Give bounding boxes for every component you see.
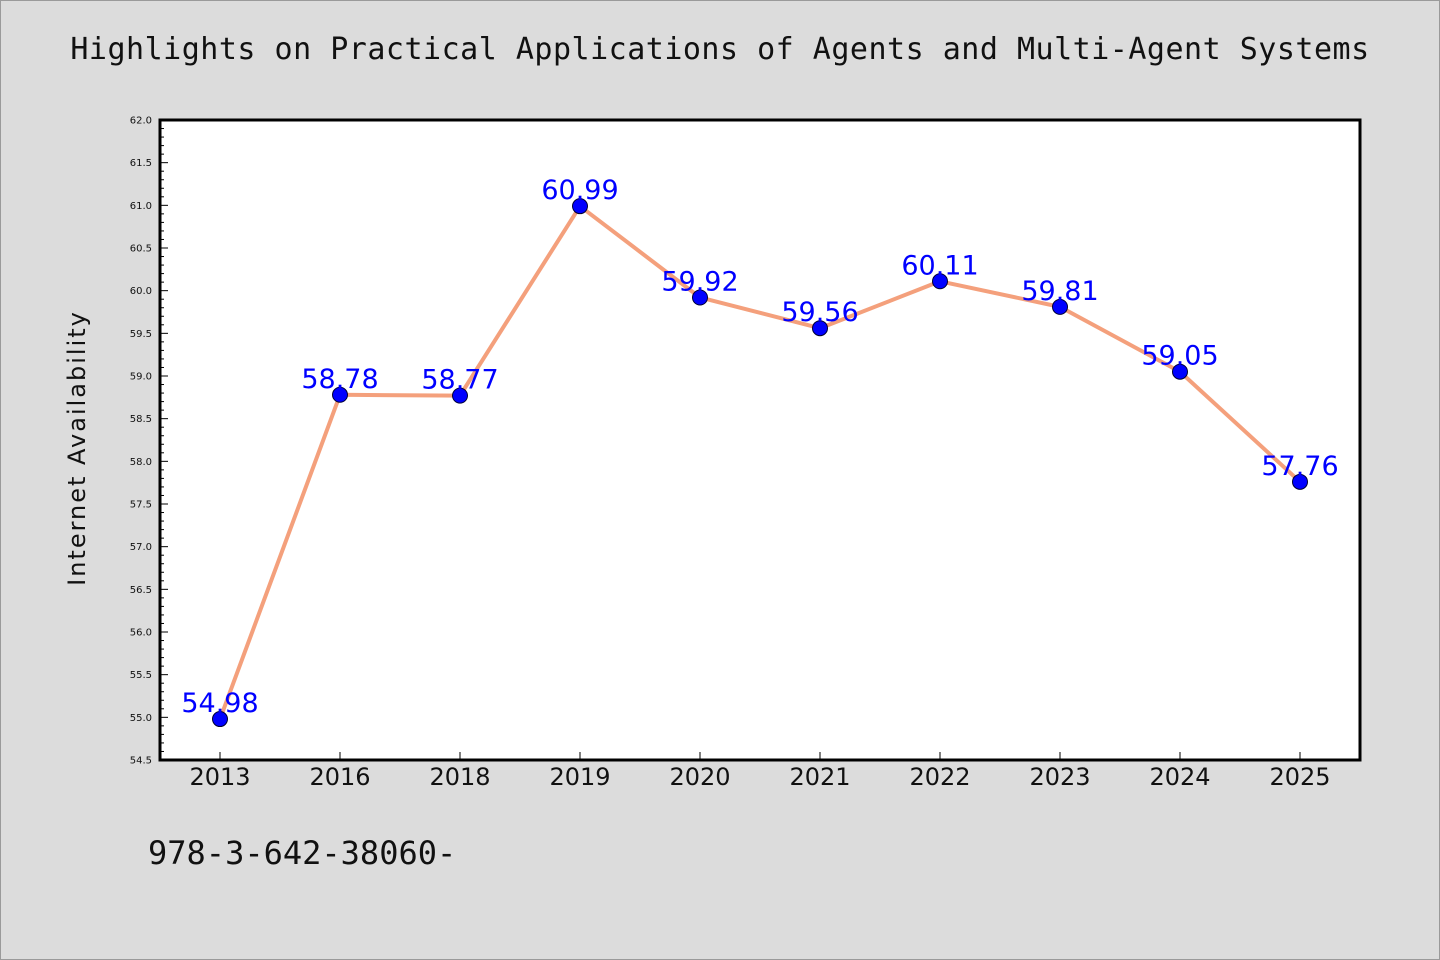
data-point — [1292, 473, 1308, 490]
x-tick-label: 2019 — [549, 763, 610, 791]
data-point — [332, 386, 348, 403]
data-point — [572, 198, 588, 215]
data-label: 58.77 — [421, 365, 498, 396]
y-tick-label: 58.5 — [130, 414, 152, 425]
y-tick-label: 62.0 — [130, 116, 152, 127]
x-tick-label: 2021 — [789, 763, 850, 791]
footer-isbn: 978-3-642-38060- — [148, 834, 457, 872]
data-point — [212, 711, 228, 728]
data-point — [812, 320, 828, 337]
data-label: 60.99 — [541, 175, 618, 206]
x-tick-label: 2022 — [909, 763, 970, 791]
data-point — [932, 273, 948, 290]
x-tick-label: 2013 — [189, 763, 250, 791]
y-tick-label: 58.0 — [130, 457, 152, 468]
y-tick-label: 56.5 — [130, 585, 152, 596]
series-line — [218, 204, 1302, 722]
data-point — [692, 289, 708, 306]
data-point — [1052, 298, 1068, 315]
x-tick-label: 2018 — [429, 763, 490, 791]
data-label: 59.56 — [781, 297, 858, 328]
y-tick-label: 55.5 — [130, 670, 152, 681]
data-point — [452, 387, 468, 404]
x-tick-label: 2025 — [1269, 763, 1330, 791]
y-tick-label: 56.0 — [130, 628, 152, 639]
y-tick-label: 61.5 — [130, 158, 152, 169]
data-label: 59.81 — [1021, 276, 1098, 307]
y-tick-label: 59.0 — [130, 372, 152, 383]
plot-border — [158, 118, 1362, 762]
plot-area — [160, 120, 1360, 760]
y-tick-label: 57.0 — [130, 542, 152, 553]
x-tick-label: 2020 — [669, 763, 730, 791]
data-label: 57.76 — [1261, 451, 1338, 482]
y-tick-label: 59.5 — [130, 329, 152, 340]
data-label: 59.92 — [661, 266, 738, 297]
data-label: 60.11 — [901, 250, 978, 281]
data-point — [1172, 363, 1188, 380]
data-label: 54.98 — [181, 688, 258, 719]
y-tick-label: 60.5 — [130, 244, 152, 255]
data-label: 59.05 — [1141, 341, 1218, 372]
y-tick-label: 60.0 — [130, 286, 152, 297]
x-tick-label: 2024 — [1149, 763, 1210, 791]
y-tick-label: 61.0 — [130, 201, 152, 212]
y-tick-label: 57.5 — [130, 500, 152, 511]
y-tick-label: 55.0 — [130, 713, 152, 724]
x-tick-label: 2023 — [1029, 763, 1090, 791]
y-tick-label: 54.5 — [130, 756, 152, 767]
data-label: 58.78 — [301, 364, 378, 395]
chart-title: Highlights on Practical Applications of … — [70, 32, 1370, 67]
x-tick-label: 2016 — [309, 763, 370, 791]
